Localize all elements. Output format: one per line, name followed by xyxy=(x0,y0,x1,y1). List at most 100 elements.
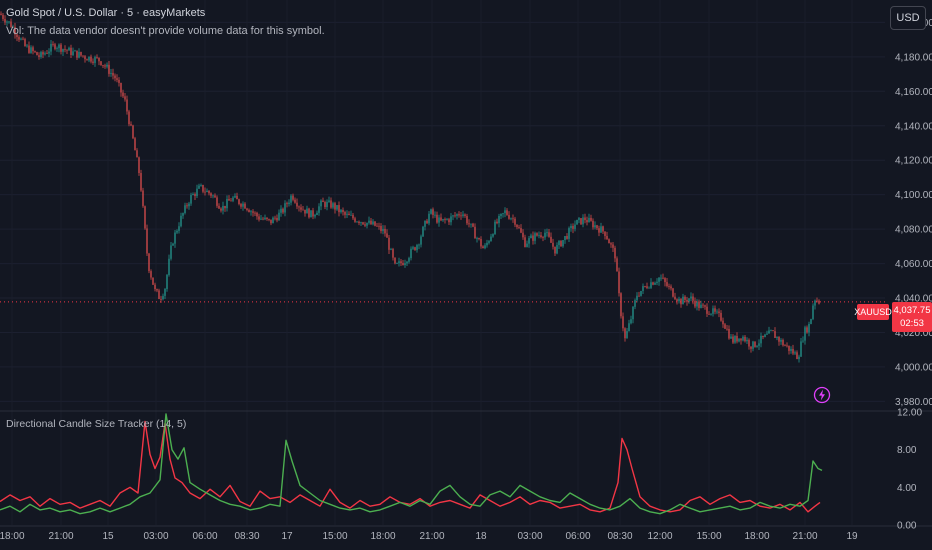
candle-body xyxy=(382,229,384,232)
candle-body xyxy=(702,304,704,306)
price-axis-label: 3,980.00 xyxy=(895,397,932,408)
candle-body xyxy=(204,191,206,193)
candle-body xyxy=(728,328,730,339)
candle-body xyxy=(800,341,802,357)
candle-body xyxy=(448,219,450,223)
candle-body xyxy=(166,274,168,290)
candle-body xyxy=(422,226,424,237)
grid-lines xyxy=(0,21,885,402)
candle-body xyxy=(710,313,712,315)
candle-body xyxy=(388,237,390,250)
candle-body xyxy=(650,282,652,288)
candle-body xyxy=(440,217,442,221)
candle-body xyxy=(628,323,630,332)
candle-body xyxy=(80,51,82,56)
candle-body xyxy=(206,190,208,192)
candle-body xyxy=(120,82,122,93)
candle-body xyxy=(4,19,6,23)
candle-body xyxy=(40,52,42,57)
symbol-legend[interactable]: Gold Spot / U.S. Dollar · 5 · easyMarket… xyxy=(6,7,206,19)
candle-body xyxy=(630,319,632,324)
candle-body xyxy=(714,308,716,312)
candle-body xyxy=(72,51,74,56)
currency-button[interactable]: USD xyxy=(890,6,926,30)
candle-body xyxy=(372,221,374,225)
candle-body xyxy=(154,284,156,290)
candle-body xyxy=(294,199,296,203)
candle-body xyxy=(692,296,694,301)
candle-body xyxy=(436,214,438,223)
candle-body xyxy=(478,237,480,239)
candle-body xyxy=(312,210,314,217)
candle-body xyxy=(612,244,614,248)
candle-body xyxy=(46,53,48,55)
price-axis-label: 4,180.00 xyxy=(895,52,932,63)
candle-body xyxy=(450,216,452,223)
candle-body xyxy=(518,227,520,229)
candle-body xyxy=(390,249,392,250)
candle-body xyxy=(498,215,500,224)
candle-body xyxy=(142,190,144,207)
candle-body xyxy=(502,213,504,214)
indicator-axis-label: 0.00 xyxy=(897,521,917,532)
candle-body xyxy=(404,263,406,265)
candle-body xyxy=(812,305,814,320)
candle-body xyxy=(782,340,784,346)
candle-body xyxy=(724,324,726,329)
candle-body xyxy=(20,38,22,40)
candle-body xyxy=(380,225,382,232)
candle-body xyxy=(524,237,526,247)
candle-body xyxy=(580,218,582,225)
candle-body xyxy=(228,199,230,201)
candle-body xyxy=(310,210,312,218)
candle-body xyxy=(804,327,806,341)
candle-body xyxy=(508,214,510,219)
candle-body xyxy=(530,235,532,239)
candle-body xyxy=(686,299,688,302)
indicator-axis-label: 8.00 xyxy=(897,445,917,456)
candle-body xyxy=(802,340,804,342)
candle-body xyxy=(326,201,328,207)
time-axis-label: 19 xyxy=(846,531,858,542)
candle-body xyxy=(12,26,14,28)
candle-body xyxy=(304,209,306,214)
candle-body xyxy=(730,336,732,339)
time-axis-label: 03:00 xyxy=(517,531,542,542)
candle-body xyxy=(264,217,266,220)
candle-body xyxy=(34,51,36,53)
candle-body xyxy=(92,61,94,63)
candle-body xyxy=(420,236,422,245)
candle-body xyxy=(308,208,310,218)
candle-body xyxy=(740,338,742,341)
candle-body xyxy=(376,225,378,227)
candle-body xyxy=(38,55,40,57)
candle-body xyxy=(250,211,252,213)
candle-body xyxy=(790,348,792,351)
candle-body xyxy=(516,224,518,228)
candle-body xyxy=(594,225,596,228)
candle-body xyxy=(466,216,468,224)
candle-body xyxy=(780,340,782,342)
candle-body xyxy=(646,286,648,288)
candle-body xyxy=(696,301,698,307)
candle-body xyxy=(722,320,724,325)
candle-body xyxy=(32,47,34,52)
candle-body xyxy=(362,222,364,225)
candle-body xyxy=(648,287,650,289)
candle-body xyxy=(364,224,366,226)
candle-body xyxy=(78,51,80,58)
lightning-icon[interactable] xyxy=(813,386,831,404)
candle-body xyxy=(226,199,228,209)
candle-body xyxy=(170,245,172,259)
candle-body xyxy=(660,277,662,279)
candle-body xyxy=(222,205,224,211)
candle-body xyxy=(814,300,816,306)
candle-body xyxy=(134,138,136,151)
indicator-title[interactable]: Directional Candle Size Tracker (14, 5) xyxy=(6,418,187,430)
candle-body xyxy=(176,230,178,233)
candle-body xyxy=(652,282,654,285)
candle-body xyxy=(688,298,690,302)
candle-body xyxy=(620,293,622,317)
